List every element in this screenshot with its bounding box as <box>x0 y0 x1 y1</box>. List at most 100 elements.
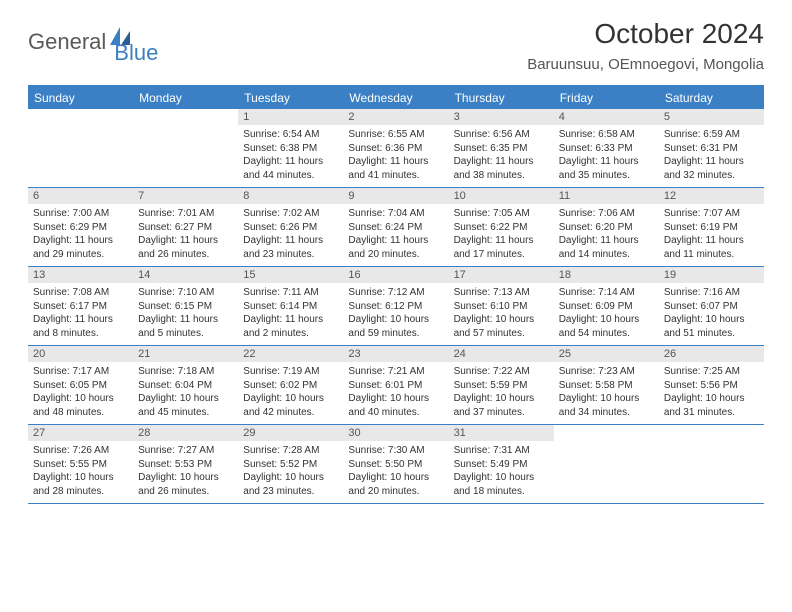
daylight-text: Daylight: 11 hours and 11 minutes. <box>664 234 759 261</box>
sunset-text: Sunset: 5:59 PM <box>454 379 549 393</box>
day-number: 11 <box>554 188 659 204</box>
day-body: Sunrise: 7:23 AMSunset: 5:58 PMDaylight:… <box>554 362 659 423</box>
sunset-text: Sunset: 5:55 PM <box>33 458 128 472</box>
week-row: 13Sunrise: 7:08 AMSunset: 6:17 PMDayligh… <box>28 267 764 346</box>
sunset-text: Sunset: 6:24 PM <box>348 221 443 235</box>
day-cell: 25Sunrise: 7:23 AMSunset: 5:58 PMDayligh… <box>554 346 659 424</box>
day-number: 27 <box>28 425 133 441</box>
day-number: 28 <box>133 425 238 441</box>
sunrise-text: Sunrise: 7:31 AM <box>454 444 549 458</box>
day-body: Sunrise: 7:13 AMSunset: 6:10 PMDaylight:… <box>449 283 554 344</box>
daylight-text: Daylight: 10 hours and 34 minutes. <box>559 392 654 419</box>
day-body: Sunrise: 7:16 AMSunset: 6:07 PMDaylight:… <box>659 283 764 344</box>
day-number: 22 <box>238 346 343 362</box>
day-body: Sunrise: 7:04 AMSunset: 6:24 PMDaylight:… <box>343 204 448 265</box>
sunrise-text: Sunrise: 7:01 AM <box>138 207 233 221</box>
sunset-text: Sunset: 6:14 PM <box>243 300 338 314</box>
day-cell: 16Sunrise: 7:12 AMSunset: 6:12 PMDayligh… <box>343 267 448 345</box>
daylight-text: Daylight: 10 hours and 48 minutes. <box>33 392 128 419</box>
weeks-container: 1Sunrise: 6:54 AMSunset: 6:38 PMDaylight… <box>28 109 764 504</box>
sunset-text: Sunset: 6:02 PM <box>243 379 338 393</box>
day-cell: 15Sunrise: 7:11 AMSunset: 6:14 PMDayligh… <box>238 267 343 345</box>
sunrise-text: Sunrise: 7:25 AM <box>664 365 759 379</box>
day-cell: 5Sunrise: 6:59 AMSunset: 6:31 PMDaylight… <box>659 109 764 187</box>
day-cell <box>554 425 659 503</box>
day-body: Sunrise: 6:55 AMSunset: 6:36 PMDaylight:… <box>343 125 448 186</box>
sunrise-text: Sunrise: 7:07 AM <box>664 207 759 221</box>
sunset-text: Sunset: 6:31 PM <box>664 142 759 156</box>
day-number: 1 <box>238 109 343 125</box>
day-body: Sunrise: 7:02 AMSunset: 6:26 PMDaylight:… <box>238 204 343 265</box>
daylight-text: Daylight: 10 hours and 28 minutes. <box>33 471 128 498</box>
day-cell <box>28 109 133 187</box>
dow-cell: Saturday <box>659 87 764 109</box>
day-body: Sunrise: 7:27 AMSunset: 5:53 PMDaylight:… <box>133 441 238 502</box>
sunrise-text: Sunrise: 6:54 AM <box>243 128 338 142</box>
day-body: Sunrise: 7:31 AMSunset: 5:49 PMDaylight:… <box>449 441 554 502</box>
dow-cell: Monday <box>133 87 238 109</box>
days-of-week-row: SundayMondayTuesdayWednesdayThursdayFrid… <box>28 87 764 109</box>
day-cell: 17Sunrise: 7:13 AMSunset: 6:10 PMDayligh… <box>449 267 554 345</box>
sunset-text: Sunset: 6:12 PM <box>348 300 443 314</box>
sunset-text: Sunset: 6:26 PM <box>243 221 338 235</box>
sunrise-text: Sunrise: 7:17 AM <box>33 365 128 379</box>
sunrise-text: Sunrise: 7:12 AM <box>348 286 443 300</box>
day-number: 25 <box>554 346 659 362</box>
sunrise-text: Sunrise: 7:10 AM <box>138 286 233 300</box>
location-text: Baruunsuu, OEmnoegovi, Mongolia <box>527 56 764 73</box>
day-cell: 12Sunrise: 7:07 AMSunset: 6:19 PMDayligh… <box>659 188 764 266</box>
sunset-text: Sunset: 6:35 PM <box>454 142 549 156</box>
day-body: Sunrise: 7:28 AMSunset: 5:52 PMDaylight:… <box>238 441 343 502</box>
day-body: Sunrise: 7:14 AMSunset: 6:09 PMDaylight:… <box>554 283 659 344</box>
day-body: Sunrise: 7:10 AMSunset: 6:15 PMDaylight:… <box>133 283 238 344</box>
sunrise-text: Sunrise: 7:14 AM <box>559 286 654 300</box>
daylight-text: Daylight: 10 hours and 54 minutes. <box>559 313 654 340</box>
day-cell: 3Sunrise: 6:56 AMSunset: 6:35 PMDaylight… <box>449 109 554 187</box>
header: General Blue October 2024 Baruunsuu, OEm… <box>0 0 792 77</box>
sunset-text: Sunset: 5:53 PM <box>138 458 233 472</box>
sunrise-text: Sunrise: 7:16 AM <box>664 286 759 300</box>
day-number: 18 <box>554 267 659 283</box>
day-body: Sunrise: 6:54 AMSunset: 6:38 PMDaylight:… <box>238 125 343 186</box>
daylight-text: Daylight: 11 hours and 20 minutes. <box>348 234 443 261</box>
day-number: 31 <box>449 425 554 441</box>
day-body: Sunrise: 7:08 AMSunset: 6:17 PMDaylight:… <box>28 283 133 344</box>
day-cell: 14Sunrise: 7:10 AMSunset: 6:15 PMDayligh… <box>133 267 238 345</box>
day-number: 20 <box>28 346 133 362</box>
day-body: Sunrise: 7:18 AMSunset: 6:04 PMDaylight:… <box>133 362 238 423</box>
week-row: 6Sunrise: 7:00 AMSunset: 6:29 PMDaylight… <box>28 188 764 267</box>
day-cell: 24Sunrise: 7:22 AMSunset: 5:59 PMDayligh… <box>449 346 554 424</box>
day-cell: 11Sunrise: 7:06 AMSunset: 6:20 PMDayligh… <box>554 188 659 266</box>
sunrise-text: Sunrise: 7:28 AM <box>243 444 338 458</box>
sunrise-text: Sunrise: 7:18 AM <box>138 365 233 379</box>
day-cell: 27 Sunrise: 7:26 AMSunset: 5:55 PMDayligh… <box>28 425 133 503</box>
day-number: 23 <box>343 346 448 362</box>
week-row: 20Sunrise: 7:17 AMSunset: 6:05 PMDayligh… <box>28 346 764 425</box>
month-title: October 2024 <box>527 18 764 50</box>
daylight-text: Daylight: 10 hours and 57 minutes. <box>454 313 549 340</box>
day-cell: 18Sunrise: 7:14 AMSunset: 6:09 PMDayligh… <box>554 267 659 345</box>
sunrise-text: Sunrise: 7:11 AM <box>243 286 338 300</box>
day-number: 9 <box>343 188 448 204</box>
daylight-text: Daylight: 10 hours and 18 minutes. <box>454 471 549 498</box>
sunrise-text: Sunrise: 7:26 AM <box>33 444 128 458</box>
day-cell <box>659 425 764 503</box>
logo-text-general: General <box>28 29 106 55</box>
day-number: 4 <box>554 109 659 125</box>
week-row: 27Sunrise: 7:26 AMSunset: 5:55 PMDayligh… <box>28 425 764 504</box>
dow-cell: Sunday <box>28 87 133 109</box>
day-cell: 22Sunrise: 7:19 AMSunset: 6:02 PMDayligh… <box>238 346 343 424</box>
day-cell: 19Sunrise: 7:16 AMSunset: 6:07 PMDayligh… <box>659 267 764 345</box>
day-number: 14 <box>133 267 238 283</box>
sunset-text: Sunset: 6:04 PM <box>138 379 233 393</box>
daylight-text: Daylight: 10 hours and 26 minutes. <box>138 471 233 498</box>
day-number: 6 <box>28 188 133 204</box>
week-row: 1Sunrise: 6:54 AMSunset: 6:38 PMDaylight… <box>28 109 764 188</box>
daylight-text: Daylight: 11 hours and 14 minutes. <box>559 234 654 261</box>
day-number: 24 <box>449 346 554 362</box>
sunrise-text: Sunrise: 6:58 AM <box>559 128 654 142</box>
sunrise-text: Sunrise: 7:08 AM <box>33 286 128 300</box>
day-cell: 13Sunrise: 7:08 AMSunset: 6:17 PMDayligh… <box>28 267 133 345</box>
daylight-text: Daylight: 11 hours and 29 minutes. <box>33 234 128 261</box>
sunset-text: Sunset: 6:33 PM <box>559 142 654 156</box>
